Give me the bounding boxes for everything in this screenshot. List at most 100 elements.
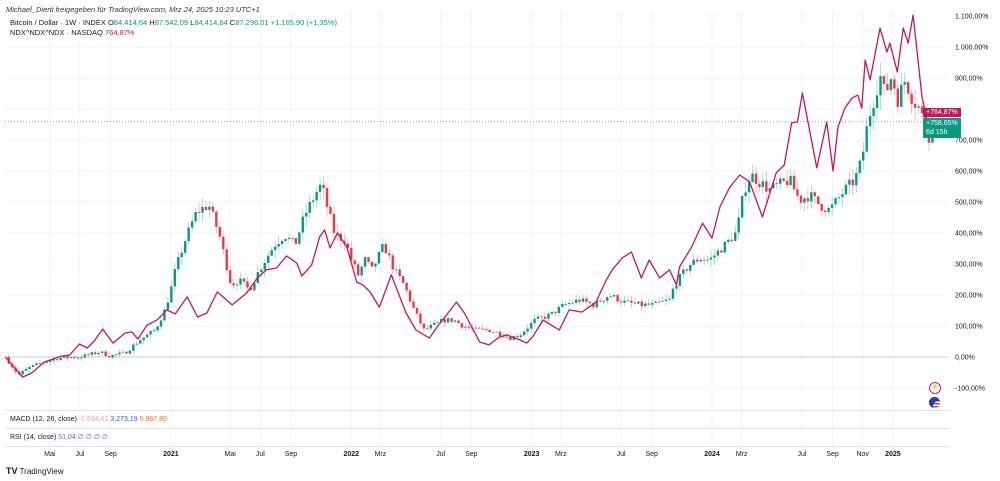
candle-down	[893, 79, 896, 89]
candle-down	[388, 253, 391, 256]
flag-icon[interactable]	[929, 397, 940, 408]
candle-down	[412, 301, 415, 308]
candle-up	[49, 360, 52, 362]
close-value: 87.296,01	[235, 18, 269, 27]
x-tick-label: Sep	[826, 451, 839, 458]
candle-up	[159, 320, 163, 327]
x-tick-label: Jul	[617, 451, 626, 458]
candle-up	[260, 269, 263, 273]
candle-up	[841, 194, 844, 198]
low-value: 84.414,64	[194, 18, 228, 27]
candle-down	[695, 259, 699, 262]
signal-value: 3.273,19	[110, 416, 138, 423]
candle-up	[69, 357, 73, 359]
candle-up	[740, 195, 744, 218]
rsi-pane[interactable]: RSI (14, close) 51,04 ∅ ∅ ∅ ∅	[5, 428, 950, 447]
x-tick-label: Jul	[256, 451, 265, 458]
candle-down	[419, 313, 422, 324]
candle-up	[24, 368, 28, 371]
candle-up	[270, 250, 273, 256]
y-tick-label: 300,00%	[955, 262, 983, 269]
x-tick-label: 2023	[524, 451, 540, 458]
candle-up	[768, 188, 772, 192]
candle-up	[315, 191, 318, 201]
candle-down	[346, 243, 349, 249]
x-tick-label: Sep	[104, 451, 117, 458]
candle-up	[121, 351, 125, 353]
candle-up	[173, 269, 177, 287]
candle-up	[139, 340, 142, 344]
candle-down	[758, 183, 761, 187]
candle-up	[654, 301, 657, 303]
candle-down	[785, 180, 789, 186]
candle-down	[630, 300, 633, 303]
candle-up	[453, 320, 457, 322]
candle-down	[882, 76, 886, 84]
candle-up	[100, 351, 104, 353]
candle-down	[782, 178, 785, 181]
main-legend: Bitcoin / Dollar · 1W · INDEX O84.414,64…	[10, 18, 337, 27]
candle-up	[163, 309, 166, 321]
y-tick-label: 1.100,00%	[955, 14, 988, 21]
candle-up	[273, 246, 277, 251]
candle-up	[194, 212, 197, 222]
candle-down	[87, 354, 90, 356]
time-axis-border	[5, 446, 950, 447]
candle-up	[848, 179, 851, 185]
candle-up	[751, 173, 754, 183]
candle-down	[509, 337, 512, 341]
candle-down	[408, 290, 412, 302]
brand-name: TradingView	[19, 467, 64, 476]
y-tick-label: 0,00%	[955, 355, 975, 362]
candle-up	[678, 274, 682, 286]
candle-up	[668, 298, 671, 300]
x-tick-label: Jul	[436, 451, 445, 458]
candle-down	[73, 357, 76, 359]
candle-up	[727, 239, 730, 242]
tradingview-logo-icon: TV	[6, 466, 18, 476]
candle-up	[90, 352, 94, 355]
candle-down	[813, 192, 816, 197]
candle-up	[664, 299, 668, 301]
candle-down	[765, 181, 768, 192]
candle-up	[45, 361, 49, 363]
compare-symbol[interactable]: NDX^NDX^NDX · NASDAQ	[10, 28, 103, 37]
x-tick-label: 2022	[343, 451, 359, 458]
candle-up	[377, 251, 381, 264]
candle-up	[602, 300, 605, 302]
candle-down	[291, 237, 294, 239]
y-tick-label: 400,00%	[955, 231, 983, 238]
candle-down	[505, 336, 509, 338]
candle-up	[837, 197, 841, 199]
main-symbol[interactable]: Bitcoin / Dollar · 1W · INDEX	[10, 18, 106, 27]
candle-up	[111, 354, 114, 358]
candle-up	[190, 221, 194, 228]
y-tick-label: 1.000,00%	[955, 45, 988, 52]
lightning-icon[interactable]: ⚡	[929, 382, 941, 394]
candle-up	[862, 151, 865, 161]
candle-down	[599, 300, 602, 302]
candle-down	[906, 82, 910, 94]
candle-up	[644, 303, 647, 307]
candle-down	[332, 213, 336, 233]
candle-up	[661, 300, 664, 302]
candle-down	[799, 195, 803, 203]
candle-up	[439, 319, 443, 323]
candle-up	[284, 239, 287, 241]
candle-up	[547, 313, 550, 319]
candle-up	[135, 343, 138, 345]
x-tick-label: Sep	[285, 451, 298, 458]
candle-up	[31, 365, 35, 367]
candle-down	[107, 356, 111, 358]
x-tick-label: 2025	[885, 451, 901, 458]
x-tick-label: Mrz	[736, 451, 748, 458]
macd-pane[interactable]: MACD (12, 26, close) -2.694,61 3.273,19 …	[5, 410, 950, 429]
candle-up	[900, 84, 903, 107]
candle-up	[374, 263, 377, 267]
candle-up	[156, 326, 159, 331]
candle-down	[294, 237, 298, 244]
candle-down	[415, 307, 419, 314]
candle-up	[464, 326, 467, 328]
y-tick-label: -100,00%	[955, 386, 985, 393]
